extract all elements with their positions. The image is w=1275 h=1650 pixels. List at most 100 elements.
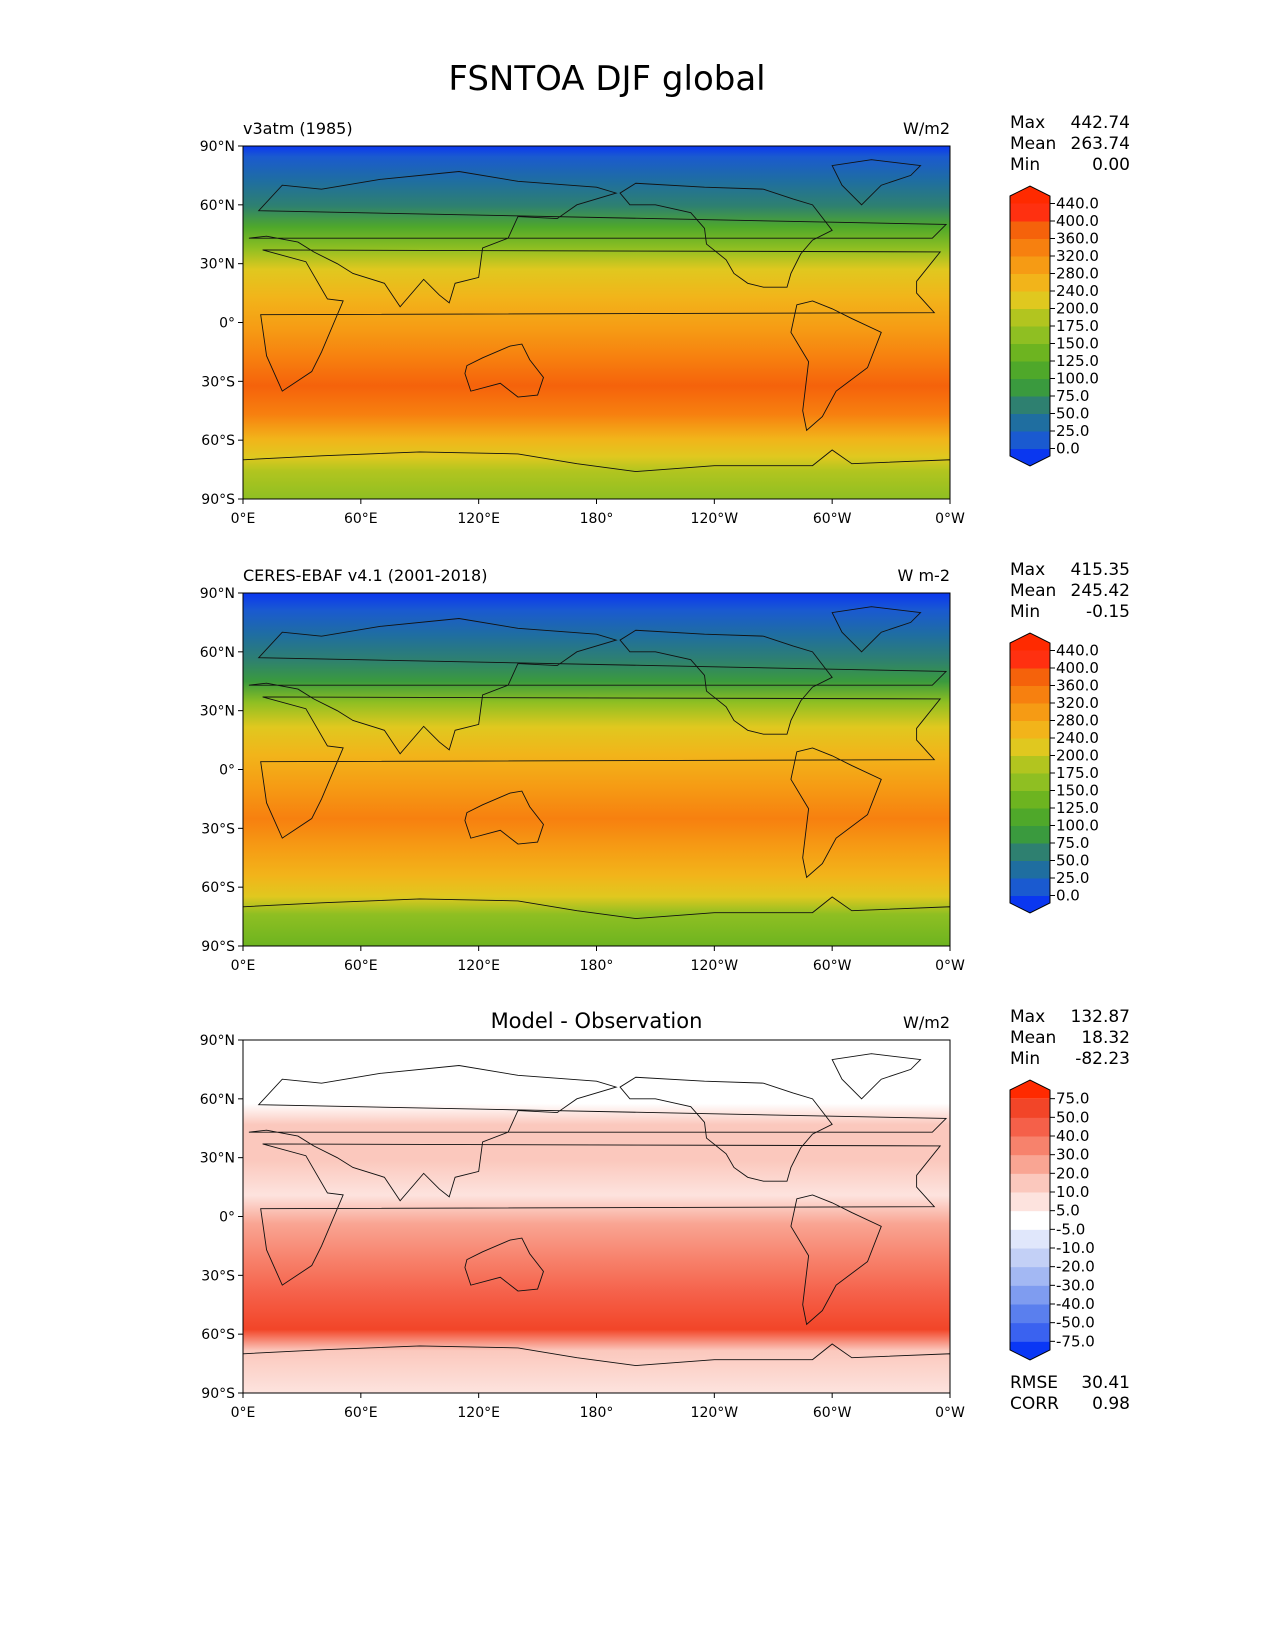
coastline-5 <box>831 1053 922 1100</box>
lon-tick-label: 0°W <box>935 511 965 527</box>
coastline-0 <box>260 249 942 392</box>
colorbar-tick-label: -5.0 <box>1056 1220 1085 1238</box>
coastline-0 <box>260 1143 942 1286</box>
lat-tick-label: 30°S <box>201 374 235 390</box>
lon-tick-label: 0°E <box>231 1405 256 1421</box>
panel-units: W m-2 <box>898 566 950 585</box>
colorbar-segment <box>1010 1322 1050 1342</box>
colorbar-segment <box>1010 1173 1050 1193</box>
colorbar-tick-label: 200.0 <box>1056 747 1099 765</box>
colorbar-tick-label: 440.0 <box>1056 195 1099 213</box>
colorbar-tick-label: -50.0 <box>1056 1314 1095 1332</box>
colorbar-tick-label: 50.0 <box>1056 852 1089 870</box>
colorbar-tick-label: 25.0 <box>1056 422 1089 440</box>
lat-tick-label: 90°N <box>200 1033 235 1049</box>
coastline-1 <box>248 171 948 308</box>
stat-value: 0.00 <box>1092 155 1130 175</box>
colorbar-segment <box>1010 343 1050 362</box>
lat-tick-label: 90°S <box>201 939 235 955</box>
lat-tick-label: 90°S <box>201 1386 235 1402</box>
coastline-1 <box>248 1065 948 1202</box>
colorbar-tick-label: 75.0 <box>1056 1090 1089 1108</box>
lat-tick-label: 0° <box>219 763 235 779</box>
colorbar-segment <box>1010 186 1050 204</box>
lon-tick-label: 180° <box>580 958 614 974</box>
heatmap-field <box>243 146 950 499</box>
colorbar-segment <box>1010 1080 1050 1099</box>
stat-label: Min <box>1010 1049 1040 1069</box>
colorbar-tick-label: 175.0 <box>1056 317 1099 335</box>
colorbar-tick-label: 0.0 <box>1056 440 1080 458</box>
colorbar-segment <box>1010 238 1050 257</box>
lat-tick-label: 30°N <box>200 704 235 720</box>
colorbar-tick-label: -20.0 <box>1056 1258 1095 1276</box>
colorbar-tick-label: 150.0 <box>1056 782 1099 800</box>
lon-tick-label: 120°E <box>457 958 500 974</box>
colorbar-frame <box>1009 632 1051 914</box>
stat-value: -82.23 <box>1075 1049 1130 1069</box>
colorbar-segment <box>1010 738 1050 756</box>
panel-left-title: CERES-EBAF v4.1 (2001-2018) <box>243 566 487 585</box>
stat-label: Max <box>1010 113 1045 133</box>
colorbar-segment <box>1010 878 1050 896</box>
colorbar-tick-label: 50.0 <box>1056 405 1089 423</box>
stat-label: Min <box>1010 155 1040 175</box>
lon-tick-label: 120°E <box>457 511 500 527</box>
colorbar-segment <box>1010 650 1050 669</box>
colorbar-segment <box>1010 1285 1050 1305</box>
lat-tick-label: 90°N <box>200 586 235 602</box>
stat-value: 18.32 <box>1081 1028 1130 1048</box>
colorbar-tick-label: 200.0 <box>1056 300 1099 318</box>
lat-tick-label: 60°N <box>200 645 235 661</box>
stat-value: 415.35 <box>1071 560 1130 580</box>
colorbar-segment <box>1010 843 1050 861</box>
colorbar-segment <box>1010 396 1050 414</box>
colorbar-segment <box>1010 685 1050 704</box>
lon-tick-label: 60°W <box>813 511 852 527</box>
colorbar-segment <box>1010 203 1050 222</box>
lon-tick-label: 120°W <box>691 1405 739 1421</box>
colorbar-tick-label: 320.0 <box>1056 694 1099 712</box>
colorbar-tick-label: 75.0 <box>1056 387 1089 405</box>
colorbar-tick-label: 440.0 <box>1056 642 1099 660</box>
colorbar-segment <box>1010 1304 1050 1324</box>
colorbar-tick-label: 20.0 <box>1056 1164 1089 1182</box>
colorbar-tick-label: -40.0 <box>1056 1295 1095 1313</box>
lon-tick-label: 0°E <box>231 958 256 974</box>
lon-tick-label: 60°W <box>813 958 852 974</box>
stat-label: Max <box>1010 560 1045 580</box>
coastline-5 <box>831 159 922 206</box>
colorbar-segment <box>1010 1248 1050 1268</box>
lon-tick-label: 120°W <box>691 511 739 527</box>
colorbar-tick-label: 400.0 <box>1056 212 1099 230</box>
lat-tick-label: 60°S <box>201 433 235 449</box>
colorbar-tick-label: -10.0 <box>1056 1239 1095 1257</box>
colorbar-segment <box>1010 1341 1050 1360</box>
colorbar-tick-label: 100.0 <box>1056 817 1099 835</box>
colorbar-frame <box>1009 185 1051 467</box>
colorbar-tick-label: 0.0 <box>1056 887 1080 905</box>
lon-tick-label: 120°E <box>457 1405 500 1421</box>
lat-tick-label: 0° <box>219 316 235 332</box>
colorbar-tick-label: 240.0 <box>1056 729 1099 747</box>
extra-stat-value: 0.98 <box>1092 1394 1130 1414</box>
coastline-2 <box>464 1237 544 1292</box>
colorbar-segment <box>1010 633 1050 651</box>
colorbar-tick-label: 280.0 <box>1056 712 1099 730</box>
lat-tick-label: 60°N <box>200 1092 235 1108</box>
lat-tick-label: 90°N <box>200 139 235 155</box>
colorbar-segment <box>1010 431 1050 449</box>
stat-label: Mean <box>1010 581 1056 601</box>
colorbar-segment <box>1010 1136 1050 1156</box>
colorbar-segment <box>1010 291 1050 309</box>
colorbar-segment <box>1010 221 1050 239</box>
colorbar-segment <box>1010 273 1050 292</box>
lon-tick-label: 0°W <box>935 958 965 974</box>
heatmap-field <box>243 593 950 946</box>
colorbar-segment <box>1010 808 1050 826</box>
stat-value: 263.74 <box>1071 134 1130 154</box>
stat-value: 132.87 <box>1071 1007 1130 1027</box>
coastline-3 <box>619 1076 833 1182</box>
colorbar-tick-label: 240.0 <box>1056 282 1099 300</box>
colorbar-tick-label: 10.0 <box>1056 1183 1089 1201</box>
